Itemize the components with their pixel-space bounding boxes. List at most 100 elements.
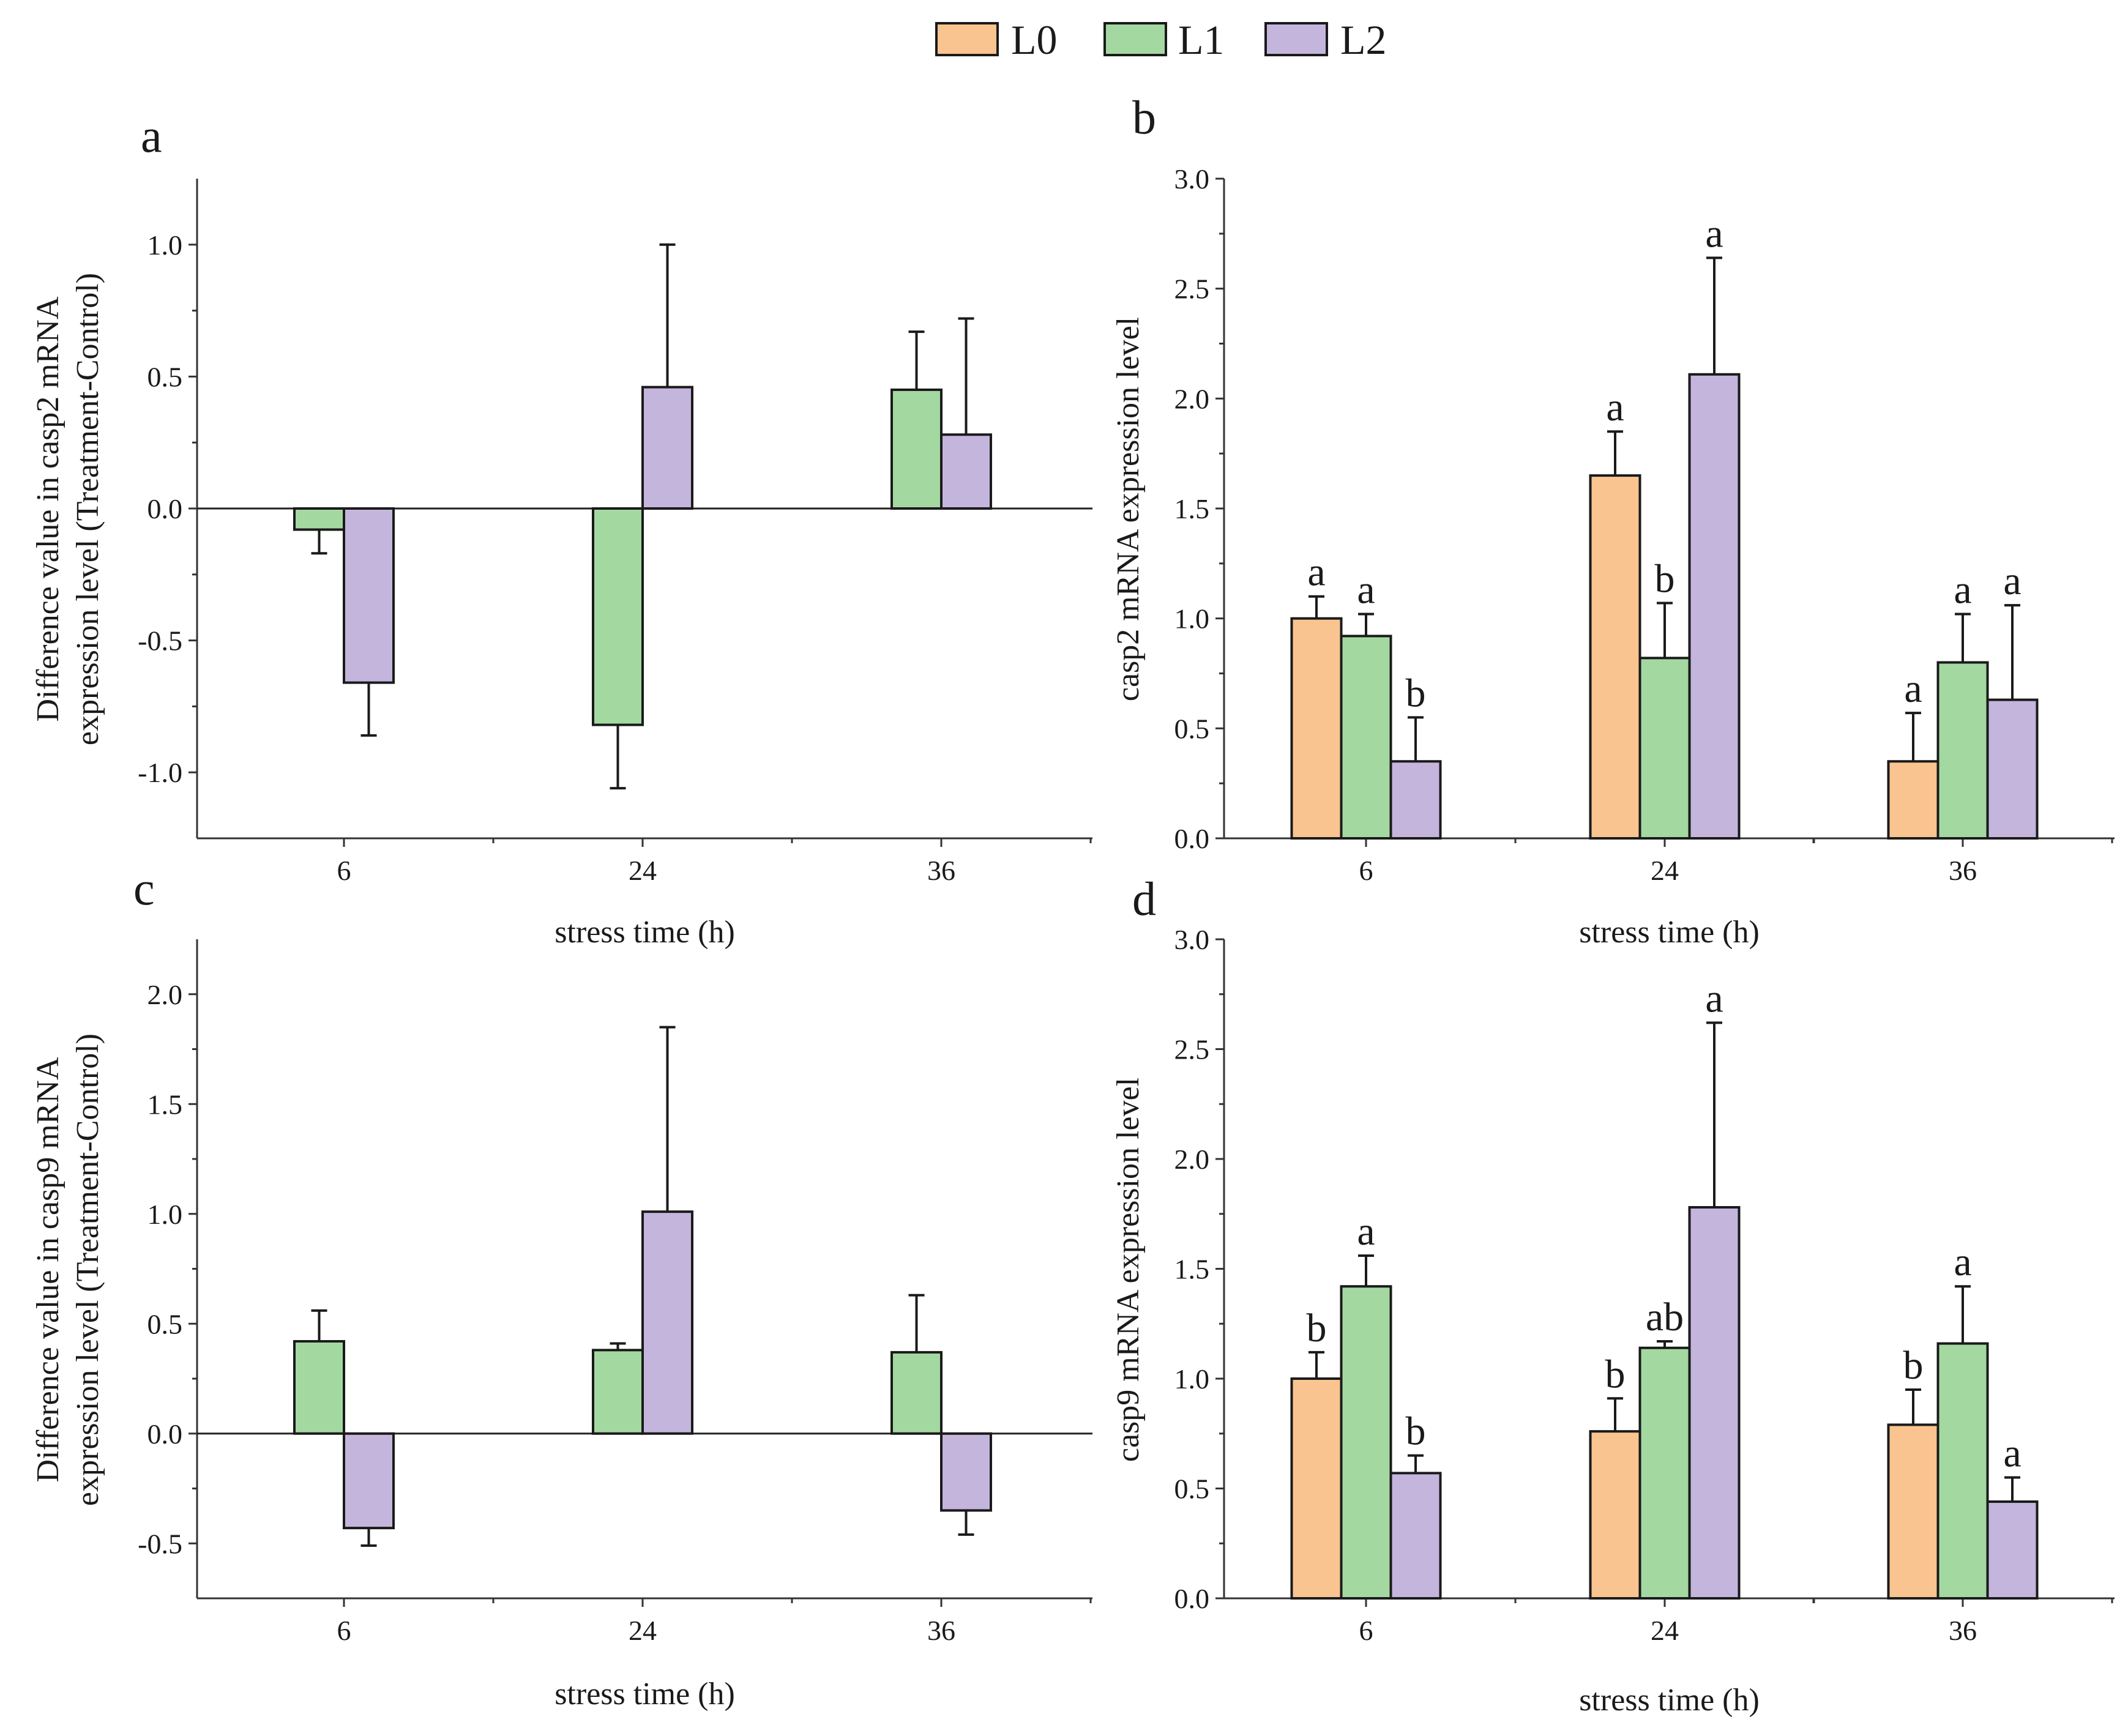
significance-label: a — [1904, 666, 1922, 711]
bar-l2-36h — [940, 433, 992, 510]
bar-l0-6h — [1290, 1377, 1343, 1600]
bar-l1-6h — [1340, 635, 1392, 840]
bar-l1-36h — [1936, 1342, 1989, 1600]
bar-l2-24h — [641, 386, 693, 510]
x-tick-label: 6 — [1359, 1615, 1373, 1646]
bar-l0-24h — [1589, 474, 1641, 840]
y-axis-title: Difference value in casp9 mRNA — [31, 1057, 65, 1482]
y-tick-label: -1.0 — [138, 757, 182, 788]
y-tick-label: 1.0 — [147, 229, 183, 261]
y-tick-label: 0.0 — [1174, 1583, 1210, 1614]
legend-label-l0: L0 — [1011, 17, 1058, 63]
significance-label: a — [2003, 1431, 2021, 1476]
legend-swatch-l1 — [1103, 22, 1167, 56]
y-tick-label: 1.0 — [1174, 1363, 1210, 1395]
bar-l2-24h — [1688, 1205, 1741, 1600]
panel-label-b: b — [1132, 91, 1156, 144]
y-tick-label: 2.5 — [1174, 1034, 1210, 1065]
y-tick-label: 2.0 — [1174, 1144, 1210, 1175]
x-tick-label: 6 — [337, 855, 351, 886]
significance-label: a — [1606, 385, 1624, 430]
x-axis-title: stress time (h) — [554, 1677, 735, 1712]
y-tick-label: 3.0 — [1174, 163, 1210, 195]
panel-b-chart: b 0.0 0.5 1.0 1.5 2.0 2.5 3.0 6 24 36 stress time (… — [1111, 91, 2115, 950]
significance-label: b — [1655, 557, 1675, 602]
y-tick-label: 0.5 — [147, 1308, 183, 1339]
panel-label-c: c — [133, 862, 155, 915]
y-tick-label: 1.5 — [147, 1089, 183, 1120]
y-axis-title: expression level (Treatment-Control) — [70, 1034, 105, 1506]
bar-l1-24h — [592, 507, 644, 726]
panel-a-chart: a -1.0 -0.5 0.0 0.5 1.0 6 24 36 stress time (h) Di… — [31, 109, 1092, 950]
bar-l2-36h — [940, 1432, 992, 1512]
significance-label: a — [1954, 567, 1971, 612]
bar-l2-6h — [343, 1432, 395, 1530]
x-tick-label: 6 — [1359, 855, 1373, 886]
bar-l0-6h — [1290, 617, 1343, 840]
significance-label: b — [1406, 1409, 1426, 1454]
significance-label: ab — [1646, 1295, 1684, 1339]
y-axis-title: casp9 mRNA expression level — [1111, 1078, 1146, 1462]
significance-label: b — [1307, 1306, 1327, 1350]
significance-label: a — [2003, 559, 2021, 603]
y-tick-label: 0.5 — [147, 361, 183, 392]
bar-l2-36h — [1986, 1500, 2039, 1600]
y-axis-title: expression level (Treatment-Control) — [70, 273, 105, 745]
legend-label-l2: L2 — [1340, 17, 1387, 63]
legend-swatch-l2 — [1264, 22, 1328, 56]
y-tick-label: 0.0 — [147, 493, 183, 524]
x-axis-title: stress time (h) — [1579, 915, 1760, 950]
y-tick-label: -0.5 — [138, 1528, 182, 1559]
y-tick-label: 1.0 — [1174, 603, 1210, 635]
bar-l1-24h — [1638, 657, 1691, 840]
y-axis-title: casp2 mRNA expression level — [1111, 317, 1146, 701]
bar-l1-6h — [1340, 1285, 1392, 1600]
y-tick-label: 2.0 — [147, 979, 183, 1010]
significance-label: a — [1954, 1240, 1971, 1284]
bar-l2-6h — [1389, 760, 1442, 840]
y-tick-label: 2.5 — [1174, 274, 1210, 305]
bar-l1-6h — [293, 507, 345, 531]
bar-l1-24h — [1638, 1346, 1691, 1600]
significance-label: a — [1705, 976, 1723, 1021]
y-tick-label: 3.0 — [1174, 924, 1210, 955]
x-tick-label: 24 — [1651, 1615, 1679, 1646]
panel-d-chart: d 0.0 0.5 1.0 1.5 2.0 2.5 3.0 6 24 36 stress time (… — [1111, 872, 2115, 1718]
y-tick-label: 0.0 — [147, 1418, 183, 1450]
x-tick-label: 36 — [1949, 855, 1977, 886]
legend-swatch-l0 — [935, 22, 999, 56]
legend-label-l1: L1 — [1178, 17, 1225, 63]
bar-l2-24h — [1688, 373, 1741, 840]
y-tick-label: 2.0 — [1174, 383, 1210, 414]
y-tick-label: 0.5 — [1174, 1473, 1210, 1505]
bar-l2-6h — [343, 507, 395, 684]
significance-label: a — [1357, 1209, 1375, 1254]
bar-l1-36h — [1936, 661, 1989, 840]
bar-l1-6h — [293, 1339, 345, 1435]
panel-label-d: d — [1132, 872, 1156, 925]
x-axis-title: stress time (h) — [1579, 1683, 1760, 1718]
x-axis-title: stress time (h) — [554, 915, 735, 950]
y-tick-label: 0.0 — [1174, 823, 1210, 854]
bar-l0-36h — [1887, 760, 1939, 840]
bar-l1-36h — [890, 388, 943, 510]
y-tick-label: 1.5 — [1174, 493, 1210, 524]
bar-l2-24h — [641, 1210, 693, 1435]
y-tick-label: 1.5 — [1174, 1254, 1210, 1285]
y-tick-label: -0.5 — [138, 625, 182, 657]
y-axis-title: Difference value in casp2 mRNA — [31, 296, 65, 721]
significance-label: a — [1357, 567, 1375, 612]
significance-label: b — [1406, 671, 1426, 715]
significance-label: b — [1605, 1352, 1626, 1396]
x-tick-label: 24 — [629, 855, 657, 886]
x-tick-label: 36 — [1949, 1615, 1977, 1646]
x-tick-label: 36 — [927, 855, 955, 886]
y-tick-label: 0.5 — [1174, 713, 1210, 744]
y-tick-label: 1.0 — [147, 1199, 183, 1230]
x-tick-label: 24 — [1651, 855, 1679, 886]
bar-l1-36h — [890, 1350, 943, 1435]
legend: L0 L1 L2 — [935, 17, 1387, 63]
significance-label: a — [1307, 550, 1325, 595]
bar-l0-24h — [1589, 1430, 1641, 1600]
